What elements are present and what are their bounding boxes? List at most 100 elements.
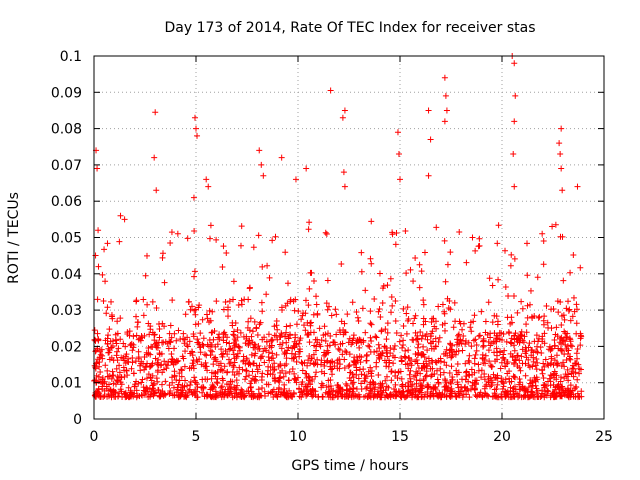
data-point	[274, 393, 281, 400]
data-point	[221, 393, 228, 400]
data-point	[433, 224, 440, 231]
data-point	[122, 343, 129, 350]
data-point	[506, 368, 513, 375]
data-point	[543, 303, 550, 310]
data-point	[281, 385, 288, 392]
data-point	[392, 389, 399, 396]
data-point	[203, 311, 210, 318]
data-point	[167, 322, 174, 329]
data-point	[545, 324, 552, 331]
data-point	[383, 383, 390, 390]
data-point	[101, 387, 108, 394]
data-point	[192, 321, 199, 328]
data-point	[95, 336, 102, 343]
grid-lines	[94, 56, 604, 419]
data-point	[555, 345, 562, 352]
data-point	[443, 383, 450, 390]
data-point	[508, 314, 515, 321]
data-point	[250, 344, 257, 351]
data-point	[350, 374, 357, 381]
data-point	[506, 378, 513, 385]
data-point	[329, 359, 336, 366]
data-point	[383, 373, 390, 380]
data-point	[455, 332, 462, 339]
data-point	[428, 373, 435, 380]
data-point	[166, 382, 173, 389]
data-point	[441, 237, 448, 244]
data-point	[498, 391, 505, 398]
data-point	[369, 378, 376, 385]
data-point	[349, 299, 356, 306]
data-point-spike	[441, 118, 448, 125]
data-point	[356, 366, 363, 373]
data-point	[162, 378, 169, 385]
data-point	[343, 349, 350, 356]
data-point-spike	[427, 136, 434, 143]
data-point	[133, 313, 140, 320]
data-point	[573, 350, 580, 357]
data-point	[336, 365, 343, 372]
data-point	[148, 377, 155, 384]
data-point	[462, 369, 469, 376]
data-point	[171, 345, 178, 352]
data-point	[108, 394, 115, 401]
data-point-spike	[203, 176, 210, 183]
data-point	[407, 266, 414, 273]
data-point	[510, 373, 517, 380]
data-point	[371, 386, 378, 393]
data-point	[562, 371, 569, 378]
data-point	[472, 351, 479, 358]
data-point	[333, 331, 340, 338]
data-point	[485, 338, 492, 345]
x-tick-label: 5	[192, 429, 201, 445]
data-point	[208, 375, 215, 382]
data-point	[197, 330, 204, 337]
data-point	[367, 320, 374, 327]
data-point-spike	[152, 109, 159, 116]
data-point	[276, 375, 283, 382]
data-point	[331, 363, 338, 370]
data-point	[573, 330, 580, 337]
data-point	[422, 318, 429, 325]
data-point	[394, 374, 401, 381]
data-point	[265, 367, 272, 374]
data-point	[154, 369, 161, 376]
data-point	[264, 262, 271, 269]
data-point	[442, 278, 449, 285]
data-point	[291, 307, 298, 314]
data-point-spike	[559, 187, 566, 194]
data-point-spike	[510, 151, 517, 158]
data-point	[412, 312, 419, 319]
data-point	[160, 366, 167, 373]
data-point	[421, 249, 428, 256]
data-point	[309, 376, 316, 383]
data-point	[252, 350, 259, 357]
data-point	[391, 342, 398, 349]
data-point	[251, 360, 258, 367]
data-point	[353, 353, 360, 360]
data-point	[469, 234, 476, 241]
data-point	[427, 392, 434, 399]
data-point	[371, 296, 378, 303]
data-point	[363, 357, 370, 364]
data-point	[355, 317, 362, 324]
data-point	[243, 355, 250, 362]
data-point	[525, 384, 532, 391]
data-point	[510, 292, 517, 299]
data-point	[108, 298, 115, 305]
data-point	[429, 328, 436, 335]
data-point	[214, 341, 221, 348]
data-point	[565, 298, 572, 305]
data-point	[224, 386, 231, 393]
data-point	[485, 347, 492, 354]
data-point	[323, 300, 330, 307]
data-point	[101, 392, 108, 399]
data-point	[208, 369, 215, 376]
data-point	[219, 263, 226, 270]
data-point	[345, 339, 352, 346]
y-tick-label: 0.07	[51, 158, 82, 174]
data-point	[486, 275, 493, 282]
data-point	[117, 379, 124, 386]
data-point	[290, 342, 297, 349]
data-point	[211, 327, 218, 334]
